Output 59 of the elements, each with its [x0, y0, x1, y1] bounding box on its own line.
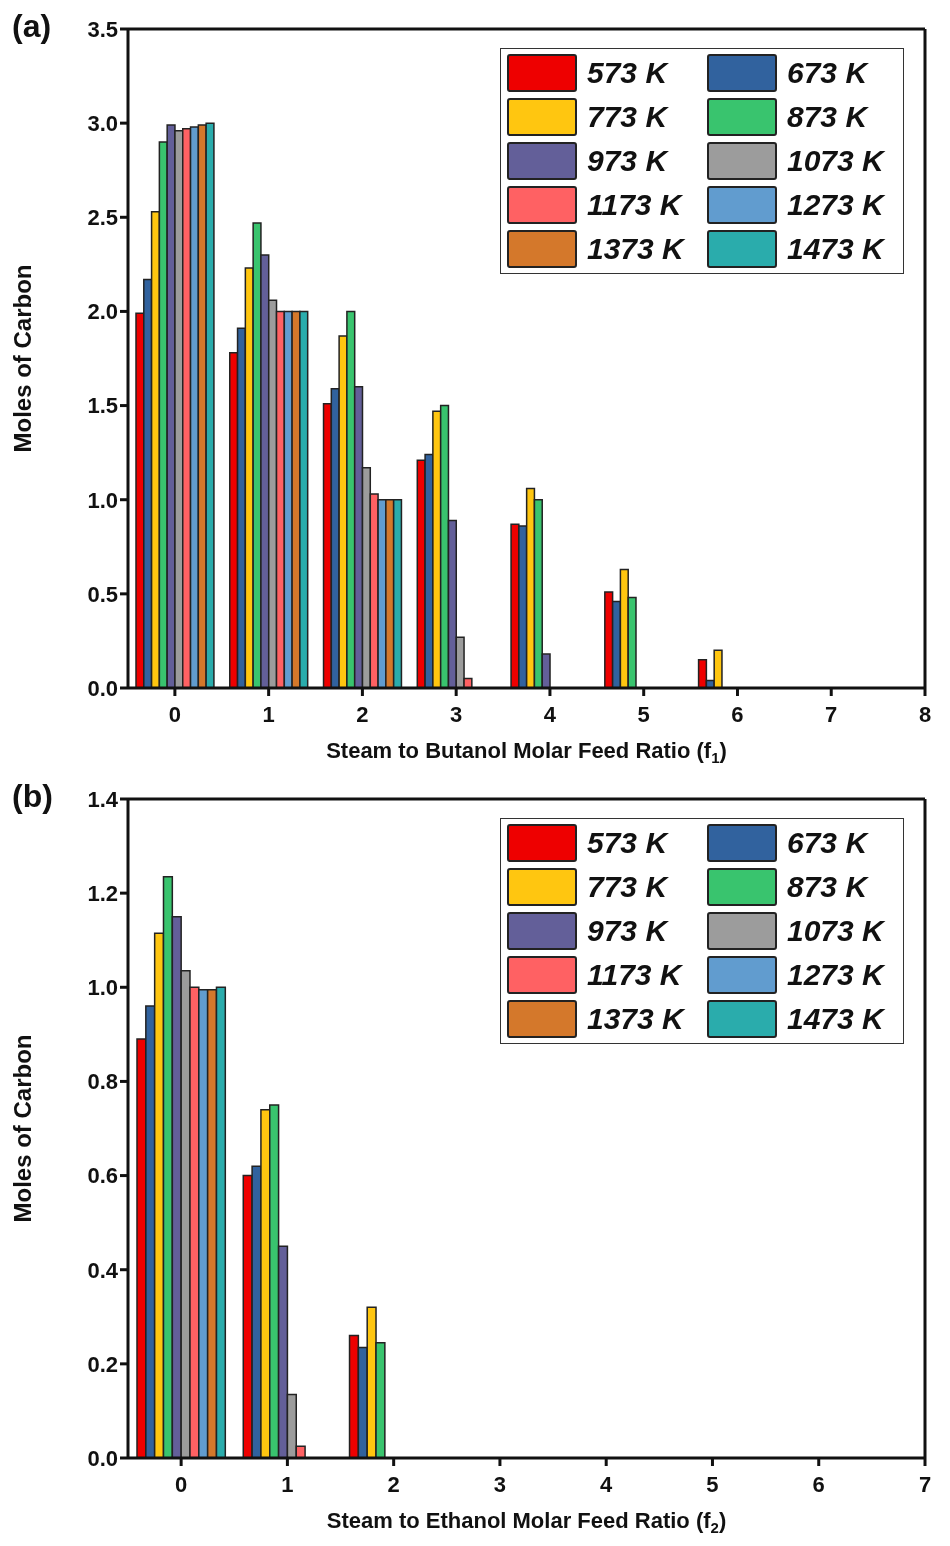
x-tick-label: 5: [637, 701, 650, 727]
legend-label: 673 K: [787, 826, 870, 860]
legend-label: 1473 K: [787, 232, 886, 266]
x-tick-label: 3: [450, 701, 463, 727]
x-tick-label: 1: [262, 701, 275, 727]
legend-label: 1373 K: [587, 232, 686, 266]
y-tick-label: 2.5: [87, 205, 118, 231]
y-tick-label: 0.8: [87, 1069, 118, 1095]
chart-title: (a): [12, 8, 52, 45]
y-tick-label: 0.2: [87, 1351, 118, 1377]
x-tick-label: 7: [918, 1471, 932, 1497]
y-tick-label: 1.5: [87, 393, 118, 419]
y-tick-label: 0.4: [87, 1257, 119, 1283]
y-tick-label: 0.6: [87, 1163, 118, 1189]
y-tick-label: 0.0: [87, 675, 118, 701]
x-tick-label: 8: [918, 701, 932, 727]
y-tick-label: 0.0: [87, 1445, 118, 1471]
legend-label: 873 K: [787, 870, 870, 904]
legend-label: 1373 K: [587, 1002, 686, 1036]
legend-label: 1173 K: [587, 188, 684, 222]
y-tick-label: 3.0: [87, 110, 118, 136]
x-tick-label: 0: [175, 1471, 188, 1497]
y-axis-title: Moles of Carbon: [8, 1034, 36, 1223]
x-tick-label: 2: [356, 701, 369, 727]
y-tick-label: 2.0: [87, 299, 118, 325]
legend-label: 973 K: [587, 914, 670, 948]
legend-label: 1473 K: [787, 1002, 886, 1036]
x-tick-label: 5: [706, 1471, 719, 1497]
y-tick-label: 1.2: [87, 880, 118, 906]
x-axis-title: Steam to Butanol Molar Feed Ratio (f$_{1}$): [326, 738, 727, 766]
y-tick-label: 1.0: [87, 975, 118, 1001]
x-tick-label: 3: [493, 1471, 507, 1497]
x-axis-title: Steam to Ethanol Molar Feed Ratio (f$_{2}$): [326, 1508, 727, 1536]
x-tick-label: 0: [168, 701, 182, 727]
legend-label: 1173 K: [587, 958, 684, 992]
legend-label: 773 K: [587, 870, 670, 904]
legend-label: 1073 K: [787, 144, 886, 178]
x-tick-label: 1: [281, 1471, 294, 1497]
chart-title: (b): [12, 778, 53, 815]
x-tick-label: 6: [731, 701, 744, 727]
legend-label: 973 K: [587, 144, 670, 178]
legend-label: 1273 K: [787, 188, 886, 222]
x-tick-label: 6: [812, 1471, 825, 1497]
legend-label: 573 K: [587, 826, 670, 860]
x-tick-label: 4: [600, 1471, 614, 1497]
x-tick-label: 4: [543, 701, 557, 727]
legend-label: 1073 K: [787, 914, 886, 948]
legend-label: 1273 K: [787, 958, 886, 992]
y-tick-label: 0.5: [87, 581, 118, 607]
legend-label: 873 K: [787, 100, 870, 134]
legend-label: 773 K: [587, 100, 670, 134]
y-tick-label: 3.5: [87, 16, 118, 42]
legend-label: 573 K: [587, 56, 670, 90]
x-tick-label: 7: [825, 701, 838, 727]
y-tick-label: 1.0: [87, 487, 118, 513]
y-tick-label: 1.4: [87, 786, 119, 812]
x-tick-label: 2: [387, 1471, 400, 1497]
legend-label: 673 K: [787, 56, 870, 90]
y-axis-title: Moles of Carbon: [8, 264, 36, 453]
